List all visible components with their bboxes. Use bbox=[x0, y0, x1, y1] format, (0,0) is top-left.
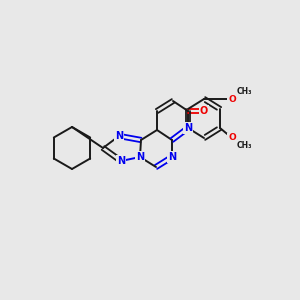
Text: N: N bbox=[115, 131, 123, 141]
Text: CH₃: CH₃ bbox=[236, 88, 252, 97]
Text: O: O bbox=[228, 134, 236, 142]
Text: CH₃: CH₃ bbox=[236, 140, 252, 149]
Text: N: N bbox=[168, 152, 176, 162]
Text: N: N bbox=[184, 123, 192, 133]
Text: N: N bbox=[117, 156, 125, 166]
Text: O: O bbox=[228, 94, 236, 103]
Text: O: O bbox=[200, 106, 208, 116]
Text: N: N bbox=[136, 152, 144, 162]
